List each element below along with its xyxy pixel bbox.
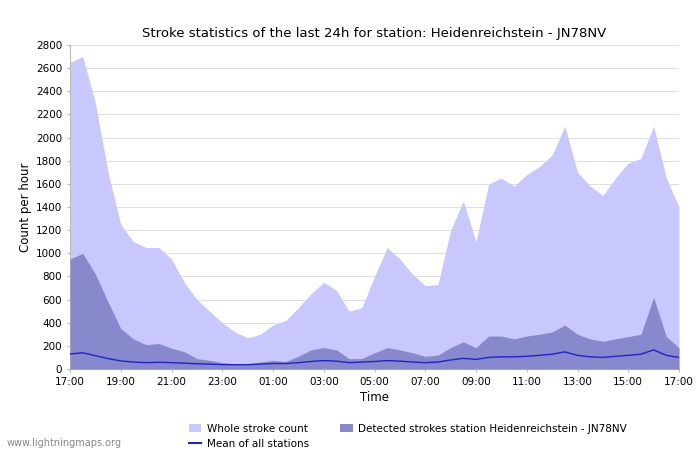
Legend: Whole stroke count, Mean of all stations, Detected strokes station Heidenreichst: Whole stroke count, Mean of all stations… — [185, 419, 631, 450]
Y-axis label: Count per hour: Count per hour — [19, 162, 32, 252]
Title: Stroke statistics of the last 24h for station: Heidenreichstein - JN78NV: Stroke statistics of the last 24h for st… — [142, 27, 607, 40]
Text: www.lightningmaps.org: www.lightningmaps.org — [7, 438, 122, 448]
X-axis label: Time: Time — [360, 391, 389, 404]
